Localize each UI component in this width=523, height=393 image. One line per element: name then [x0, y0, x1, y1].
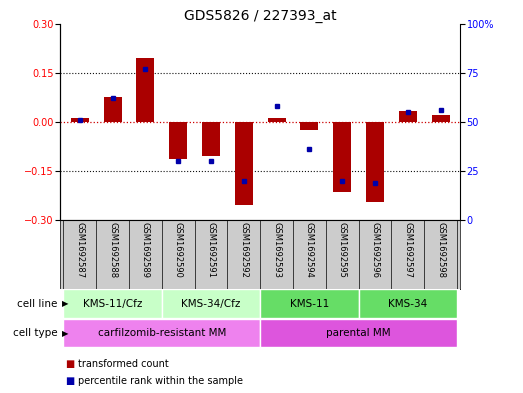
Text: KMS-34/Cfz: KMS-34/Cfz: [181, 299, 241, 309]
Text: GSM1692590: GSM1692590: [174, 222, 183, 278]
Text: ▶: ▶: [62, 299, 68, 308]
Text: cell line: cell line: [17, 299, 58, 309]
Text: carfilzomib-resistant MM: carfilzomib-resistant MM: [98, 328, 226, 338]
Bar: [202, 122, 220, 156]
Text: GSM1692592: GSM1692592: [240, 222, 248, 278]
Bar: [431, 115, 450, 122]
Text: parental MM: parental MM: [326, 328, 391, 338]
Text: GSM1692589: GSM1692589: [141, 222, 150, 278]
Text: GSM1692597: GSM1692597: [403, 222, 412, 278]
Text: GSM1692595: GSM1692595: [338, 222, 347, 278]
Bar: [104, 97, 122, 122]
Bar: [71, 118, 89, 122]
Bar: [169, 122, 187, 160]
Bar: [268, 118, 286, 122]
Text: KMS-11/Cfz: KMS-11/Cfz: [83, 299, 142, 309]
Text: cell type: cell type: [13, 328, 58, 338]
Bar: [399, 111, 417, 122]
Text: GSM1692587: GSM1692587: [75, 222, 84, 278]
Title: GDS5826 / 227393_at: GDS5826 / 227393_at: [184, 9, 336, 22]
Text: KMS-34: KMS-34: [388, 299, 427, 309]
Bar: [260, 289, 359, 318]
Bar: [260, 319, 457, 347]
Bar: [333, 122, 351, 192]
Text: transformed count: transformed count: [78, 358, 169, 369]
Bar: [359, 289, 457, 318]
Bar: [63, 289, 162, 318]
Text: ■: ■: [65, 376, 75, 386]
Text: GSM1692594: GSM1692594: [305, 222, 314, 278]
Text: KMS-11: KMS-11: [290, 299, 329, 309]
Text: GSM1692588: GSM1692588: [108, 222, 117, 278]
Bar: [300, 122, 319, 130]
Bar: [235, 122, 253, 205]
Text: GSM1692591: GSM1692591: [207, 222, 215, 278]
Text: GSM1692596: GSM1692596: [370, 222, 380, 278]
Text: ▶: ▶: [62, 329, 68, 338]
Bar: [63, 319, 260, 347]
Bar: [366, 122, 384, 202]
Text: ■: ■: [65, 358, 75, 369]
Text: GSM1692598: GSM1692598: [436, 222, 445, 278]
Text: percentile rank within the sample: percentile rank within the sample: [78, 376, 243, 386]
Bar: [162, 289, 260, 318]
Text: GSM1692593: GSM1692593: [272, 222, 281, 278]
Bar: [137, 58, 154, 122]
